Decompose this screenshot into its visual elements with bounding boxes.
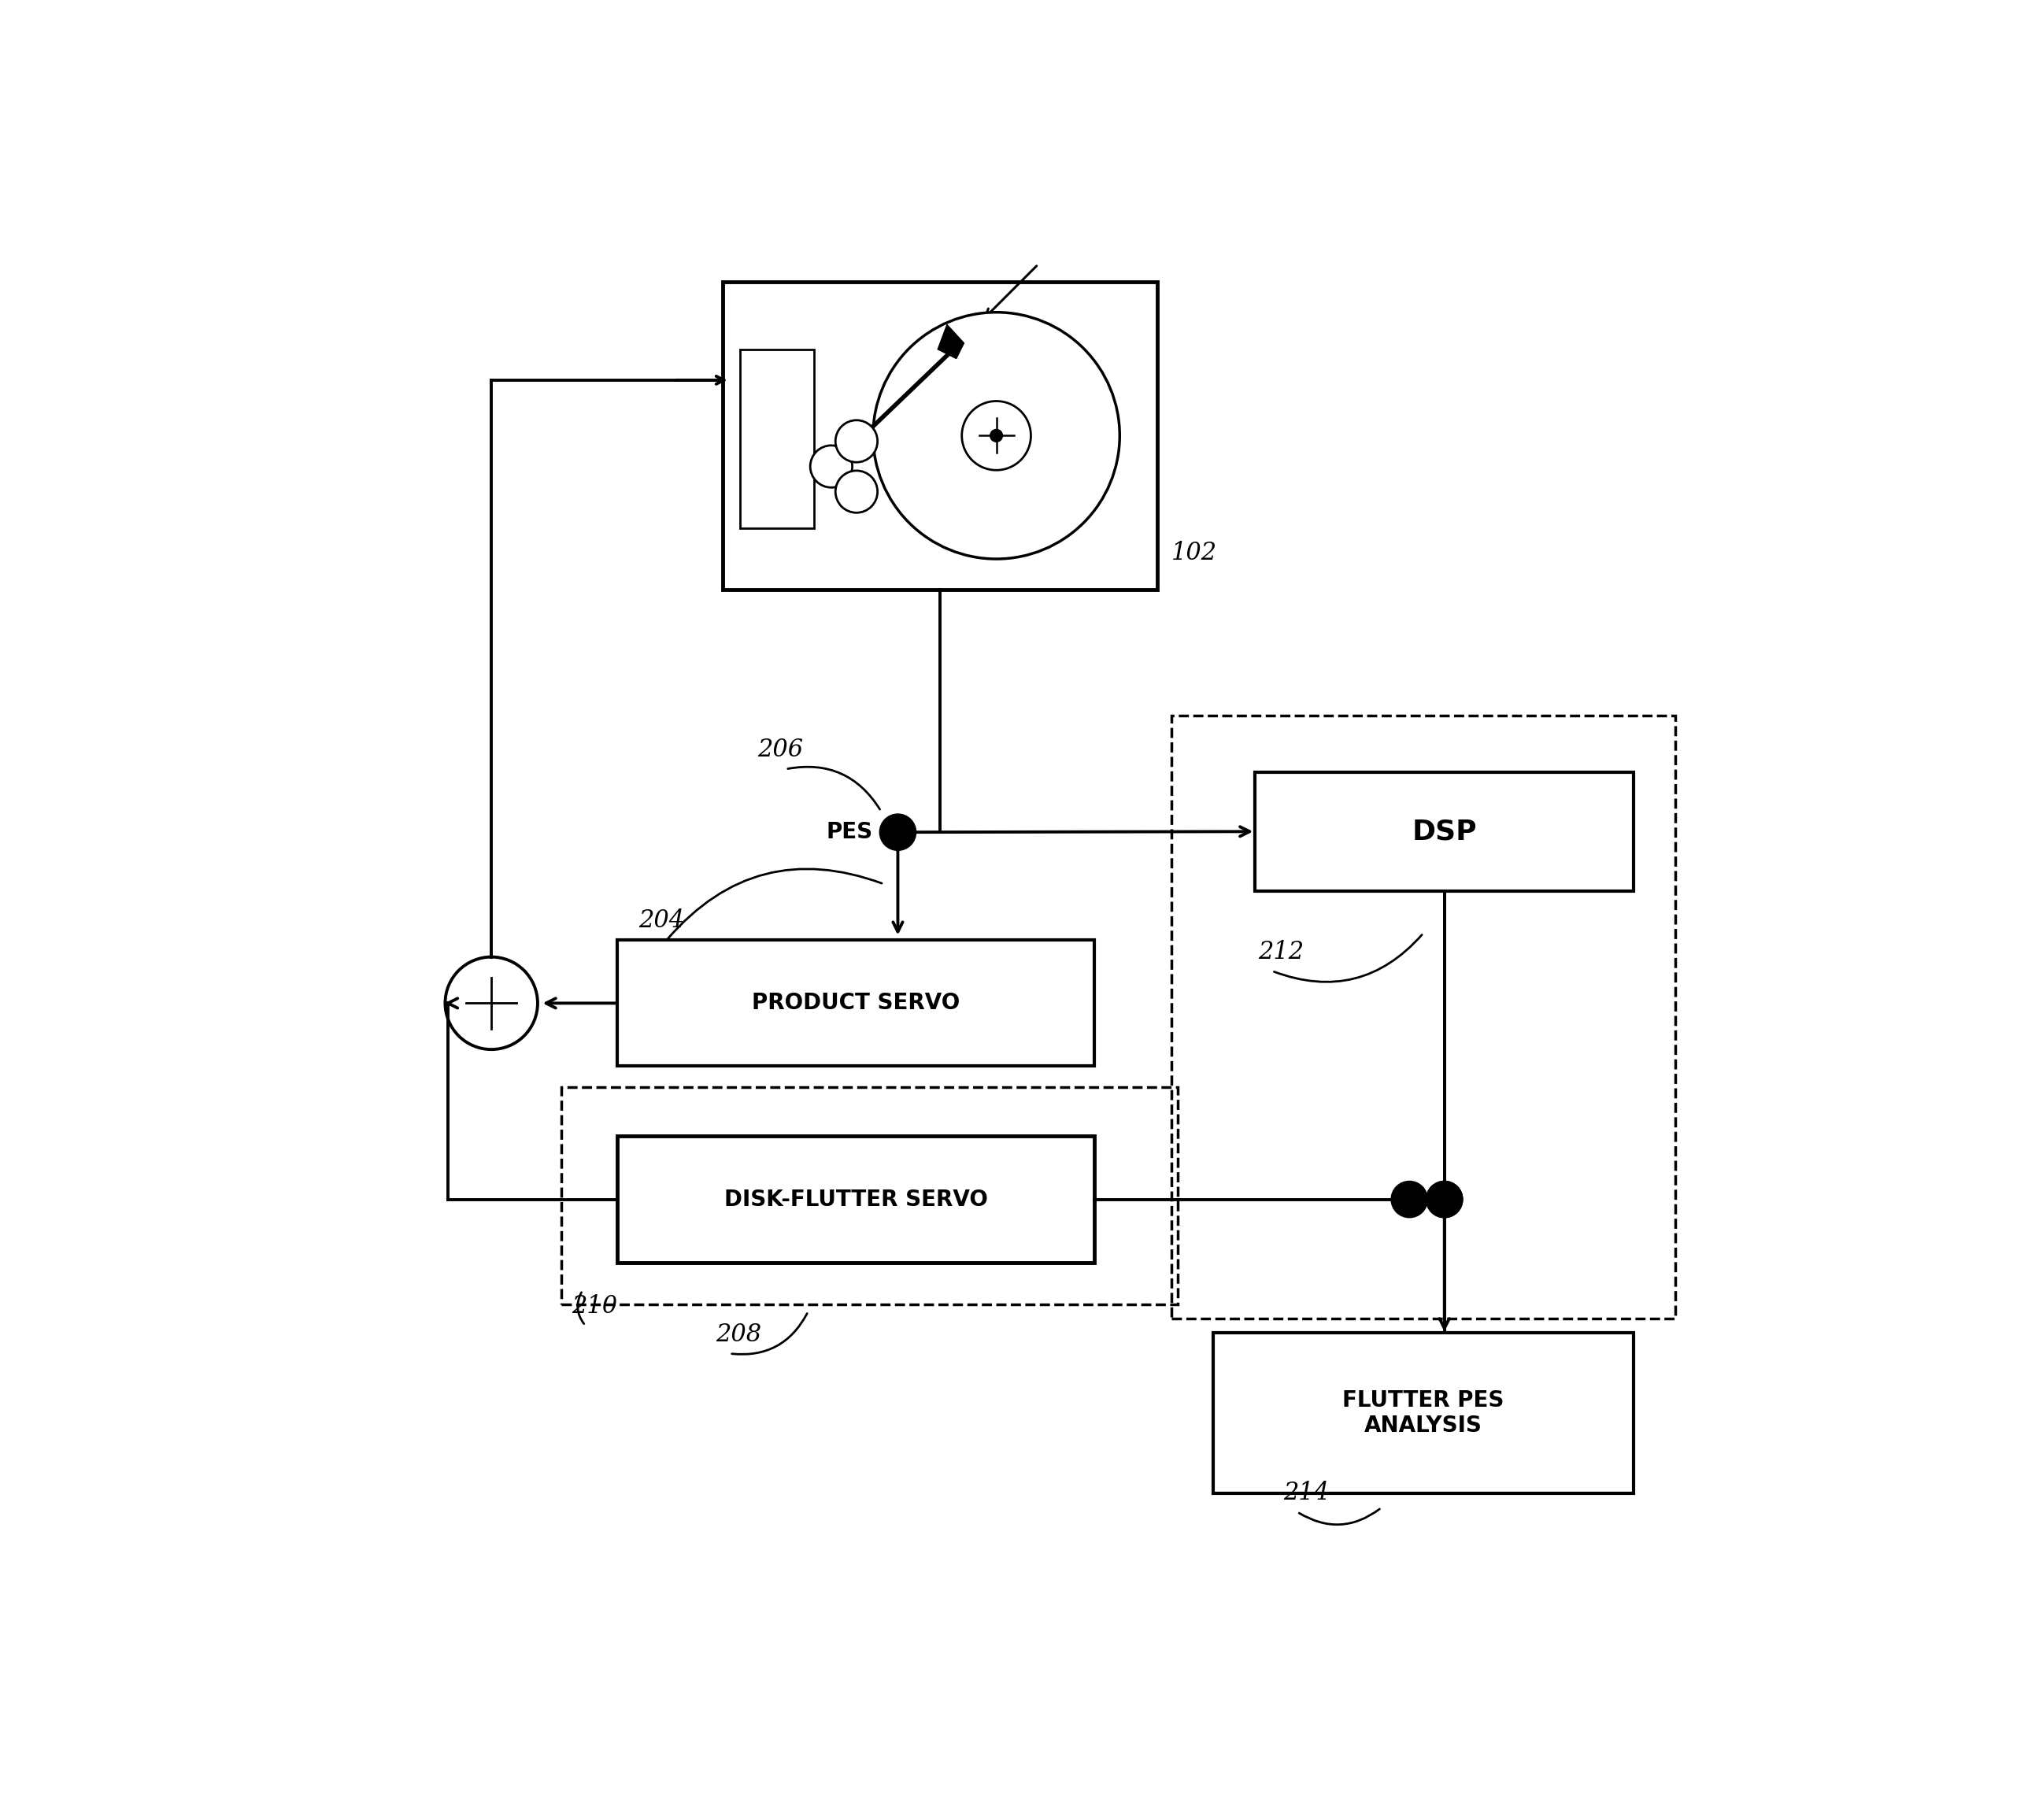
Text: FLUTTER PES
ANALYSIS: FLUTTER PES ANALYSIS <box>1342 1389 1505 1436</box>
Text: 206: 206 <box>759 737 803 763</box>
Circle shape <box>962 400 1032 470</box>
Polygon shape <box>938 324 964 359</box>
Circle shape <box>873 313 1119 559</box>
Circle shape <box>836 420 877 462</box>
Bar <box>618 1136 1095 1263</box>
Text: 210: 210 <box>571 1294 618 1318</box>
Bar <box>561 1087 1179 1305</box>
Circle shape <box>445 957 538 1050</box>
Circle shape <box>836 471 877 513</box>
Text: DSP: DSP <box>1411 819 1476 844</box>
Bar <box>1170 715 1676 1318</box>
Circle shape <box>1425 1181 1462 1218</box>
Bar <box>618 941 1095 1067</box>
Circle shape <box>1425 1181 1462 1218</box>
Text: 208: 208 <box>716 1321 761 1347</box>
Bar <box>740 349 814 528</box>
Text: DISK-FLUTTER SERVO: DISK-FLUTTER SERVO <box>724 1188 987 1210</box>
Text: 212: 212 <box>1258 939 1303 965</box>
Circle shape <box>1391 1181 1427 1218</box>
Text: PES: PES <box>826 821 873 843</box>
Circle shape <box>991 430 1003 442</box>
Bar <box>1256 772 1633 892</box>
Text: PRODUCT SERVO: PRODUCT SERVO <box>752 992 960 1014</box>
Circle shape <box>809 446 852 488</box>
Bar <box>722 282 1156 590</box>
Circle shape <box>879 814 916 850</box>
Text: 214: 214 <box>1283 1480 1329 1505</box>
Text: 102: 102 <box>1170 541 1217 566</box>
Bar <box>1213 1332 1633 1494</box>
Text: 204: 204 <box>638 908 685 934</box>
